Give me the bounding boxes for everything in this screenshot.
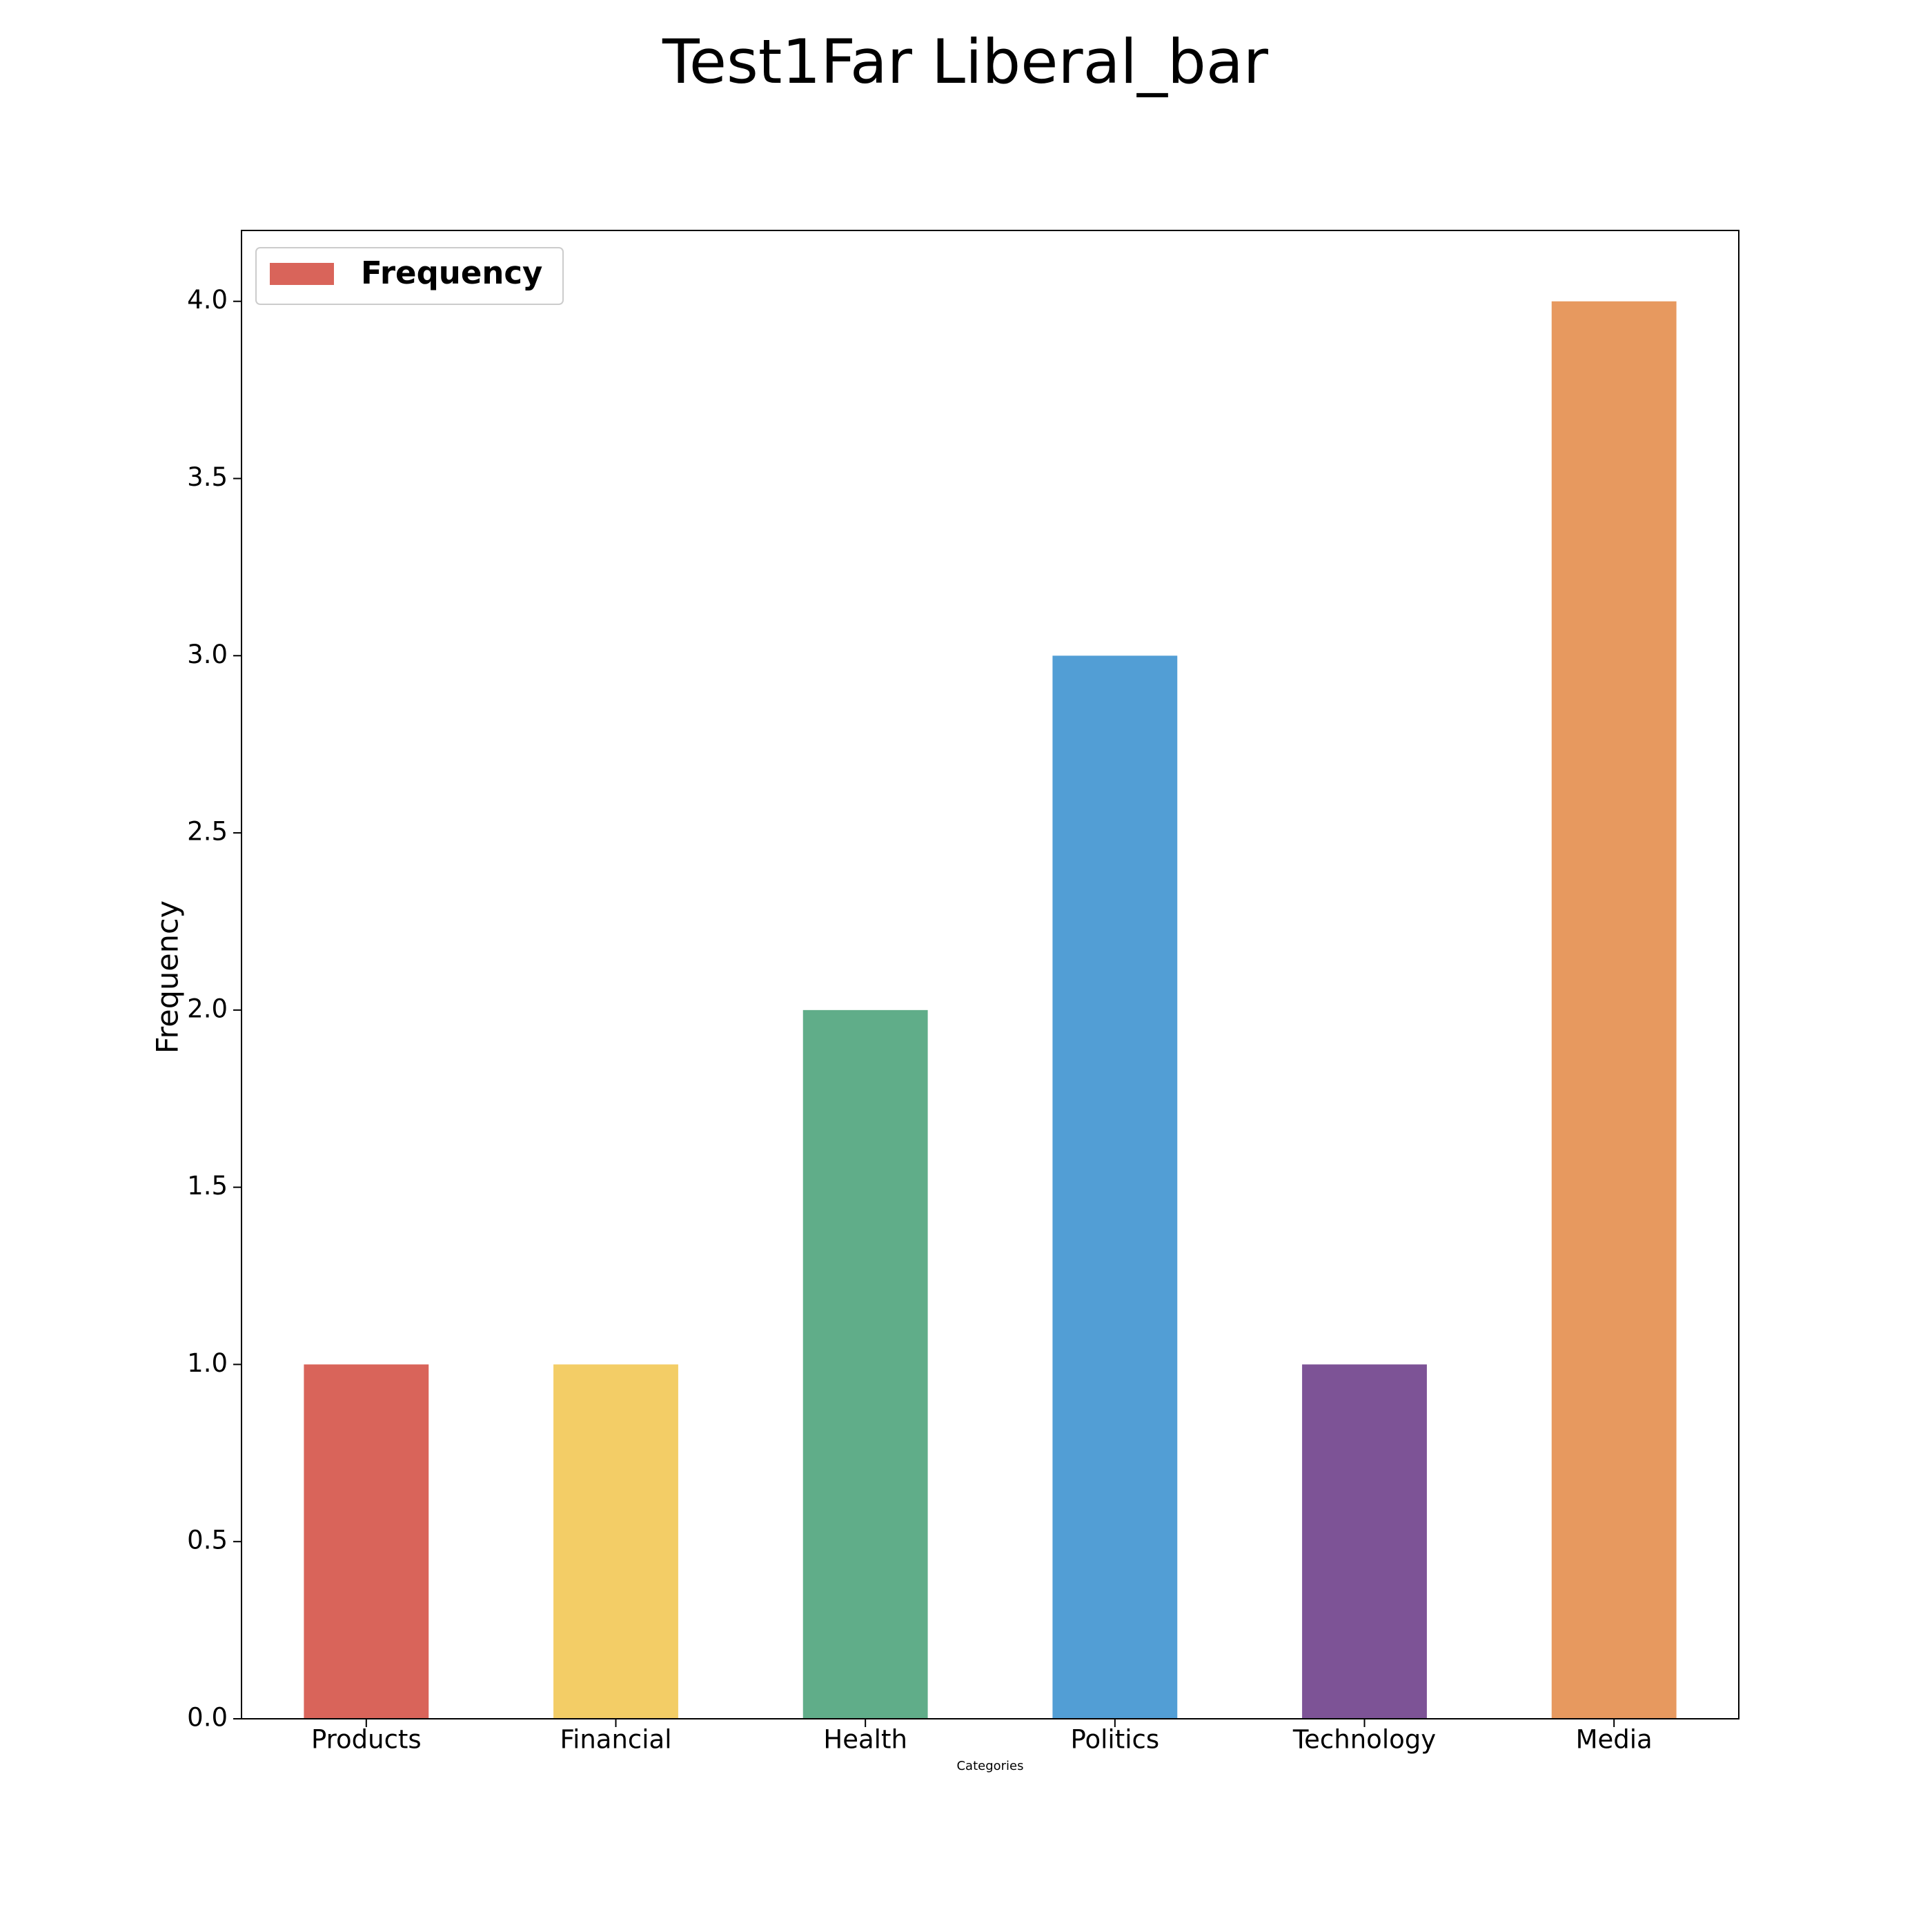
y-tick-label: 3.5 xyxy=(187,462,228,492)
bar xyxy=(1302,1364,1427,1719)
y-tick-label: 1.5 xyxy=(187,1171,228,1201)
bar xyxy=(1551,301,1677,1719)
y-tick-label: 4.0 xyxy=(187,285,228,315)
y-tick-label: 0.0 xyxy=(187,1703,228,1733)
legend-label: Frequency xyxy=(361,255,542,291)
x-tick-label: Technology xyxy=(1292,1725,1436,1755)
x-tick-label: Health xyxy=(823,1725,907,1755)
y-tick-label: 1.0 xyxy=(187,1348,228,1378)
bar xyxy=(304,1364,429,1719)
legend-swatch xyxy=(270,263,334,285)
y-axis-label: Frequency xyxy=(151,900,186,1054)
x-tick-label: Products xyxy=(311,1725,422,1755)
chart-title: Test1Far Liberal_bar xyxy=(662,26,1269,97)
y-tick-label: 2.5 xyxy=(187,817,228,847)
y-tick-label: 3.0 xyxy=(187,640,228,669)
bar xyxy=(1052,656,1178,1719)
bar xyxy=(802,1009,928,1719)
x-tick-label: Politics xyxy=(1071,1725,1160,1755)
axes-frame xyxy=(241,230,1739,1719)
x-tick-label: Media xyxy=(1576,1725,1653,1755)
legend-box xyxy=(255,247,564,305)
bar xyxy=(553,1364,678,1719)
y-tick-label: 2.0 xyxy=(187,994,228,1023)
x-tick-label: Financial xyxy=(560,1725,671,1755)
x-axis-label: Categories xyxy=(956,1759,1023,1773)
y-tick-label: 0.5 xyxy=(187,1526,228,1555)
